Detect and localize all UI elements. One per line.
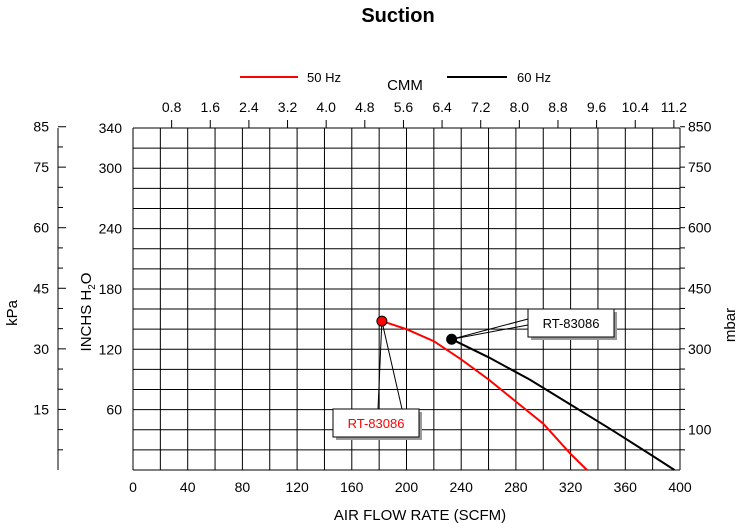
cmm-tick-label: 8.8 — [548, 99, 568, 115]
mbar-tick-label: 300 — [688, 341, 712, 357]
tick-labels: 0 40 80 120 160 200 240 280 320 360 400 0.8 1.6 2.4 3.… — [33, 99, 711, 495]
kpa-tick-label: 45 — [33, 280, 49, 296]
inches-tick-label: 180 — [99, 281, 123, 297]
mbar-tick-label: 600 — [688, 220, 712, 236]
x-tick-label: 0 — [129, 479, 137, 495]
kpa-tick-label: 60 — [33, 220, 49, 236]
mbar-axis-label: mbar — [722, 308, 739, 342]
cmm-tick-label: 6.4 — [432, 99, 452, 115]
inches-label-main: INCHS H — [78, 290, 95, 352]
mbar-tick-label: 850 — [688, 119, 712, 135]
callout-box — [527, 308, 615, 338]
cmm-tick-label: 0.8 — [162, 99, 182, 115]
cmm-tick-label: 11.2 — [661, 99, 687, 115]
cmm-tick-label: 3.2 — [278, 99, 298, 115]
inches-tick-label: 300 — [99, 160, 123, 176]
legend-label-60hz: 60 Hz — [517, 70, 551, 85]
cmm-tick-label: 7.2 — [471, 99, 491, 115]
kpa-tick-label: 30 — [33, 341, 49, 357]
kpa-axis-label: kPa — [4, 299, 21, 326]
chart-title: Suction — [361, 5, 434, 27]
cmm-tick-label: 1.6 — [201, 99, 221, 115]
x-tick-label: 240 — [450, 479, 474, 495]
cmm-tick-label: 10.4 — [622, 99, 649, 115]
callout-label-50hz: RT-83086 — [348, 416, 405, 431]
kpa-tick-label: 85 — [33, 119, 49, 135]
x-tick-label: 160 — [340, 479, 364, 495]
series-marker-60hz — [446, 333, 458, 345]
callout-leader — [381, 321, 403, 410]
x-tick-label: 200 — [395, 479, 419, 495]
cmm-tick-label: 8.0 — [510, 99, 530, 115]
x-axis-label: AIR FLOW RATE (SCFM) — [334, 507, 506, 524]
inches-label-sub: 2 — [87, 284, 98, 290]
mbar-tick-label: 100 — [688, 422, 712, 438]
series-line-60hz — [451, 338, 676, 471]
mbar-tick-label: 450 — [688, 280, 712, 296]
inches-tick-label: 340 — [99, 120, 123, 136]
callout-leader — [451, 324, 529, 340]
x-tick-label: 120 — [285, 479, 309, 495]
x-tick-label: 280 — [504, 479, 528, 495]
legend: 50 Hz 60 Hz — [240, 70, 551, 85]
x-tick-label: 360 — [614, 479, 638, 495]
cmm-tick-label: 2.4 — [239, 99, 259, 115]
callout-box — [332, 408, 420, 438]
callout-label-60hz: RT-83086 — [543, 316, 600, 331]
callout-leader — [451, 318, 529, 340]
mbar-tick-label: 750 — [688, 159, 712, 175]
x-tick-label: 320 — [559, 479, 583, 495]
series: RT-83086 RT-83086 — [332, 308, 676, 471]
inches-tick-label: 60 — [106, 402, 122, 418]
x-tick-label: 400 — [668, 479, 692, 495]
inches-label-end: O — [78, 273, 95, 285]
cmm-tick-label: 9.6 — [587, 99, 607, 115]
x-tick-label: 40 — [180, 479, 196, 495]
series-line-50hz — [381, 320, 588, 471]
x-tick-label: 80 — [235, 479, 251, 495]
inches-h2o-axis-label: INCHS H2O — [78, 273, 98, 352]
axes — [57, 120, 685, 470]
kpa-tick-label: 15 — [33, 401, 49, 417]
series-marker-50hz — [376, 315, 388, 327]
inches-tick-label: 120 — [99, 341, 123, 357]
legend-label-50hz: 50 Hz — [307, 70, 341, 85]
cmm-tick-label: 4.8 — [355, 99, 375, 115]
cmm-tick-label: 5.6 — [394, 99, 414, 115]
cmm-tick-label: 4.0 — [316, 99, 336, 115]
kpa-tick-label: 75 — [33, 159, 49, 175]
inches-tick-label: 240 — [99, 221, 123, 237]
callout-leader — [377, 321, 383, 410]
top-axis-label: CMM — [387, 77, 423, 94]
